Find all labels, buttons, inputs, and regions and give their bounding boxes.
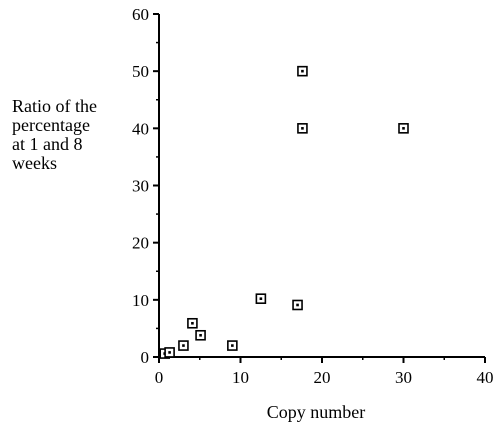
data-point <box>398 123 409 134</box>
x-tick-label: 10 <box>232 368 249 387</box>
data-point <box>297 123 308 134</box>
y-axis-title-line: percentage <box>12 115 90 135</box>
y-tick-label: 40 <box>132 119 149 138</box>
data-point <box>292 299 303 311</box>
y-axis-ticks: 0 10 20 30 40 50 60 <box>132 5 159 367</box>
data-point <box>187 317 198 329</box>
y-tick-label: 50 <box>132 62 149 81</box>
chart-axes <box>158 14 485 358</box>
y-tick-label: 30 <box>132 177 149 196</box>
x-tick-label: 30 <box>395 368 412 387</box>
data-point <box>195 329 206 341</box>
x-axis-ticks: 0 10 20 30 40 <box>155 357 494 387</box>
data-point <box>297 65 308 77</box>
data-point <box>164 347 175 358</box>
data-point <box>227 340 238 351</box>
y-tick-label: 10 <box>132 291 149 310</box>
data-points <box>159 65 409 359</box>
x-axis-title: Copy number <box>267 402 366 422</box>
data-point <box>255 293 267 304</box>
x-tick-label: 20 <box>314 368 331 387</box>
y-tick-label: 0 <box>141 348 150 367</box>
y-tick-label: 60 <box>132 5 149 24</box>
y-axis-title-line: at 1 and 8 <box>12 134 82 154</box>
y-tick-label: 20 <box>132 234 149 253</box>
y-axis-title-line: Ratio of the <box>12 96 97 116</box>
y-axis-title-line: weeks <box>12 153 57 173</box>
x-tick-label: 0 <box>155 368 164 387</box>
data-point <box>178 340 189 351</box>
x-tick-label: 40 <box>477 368 494 387</box>
